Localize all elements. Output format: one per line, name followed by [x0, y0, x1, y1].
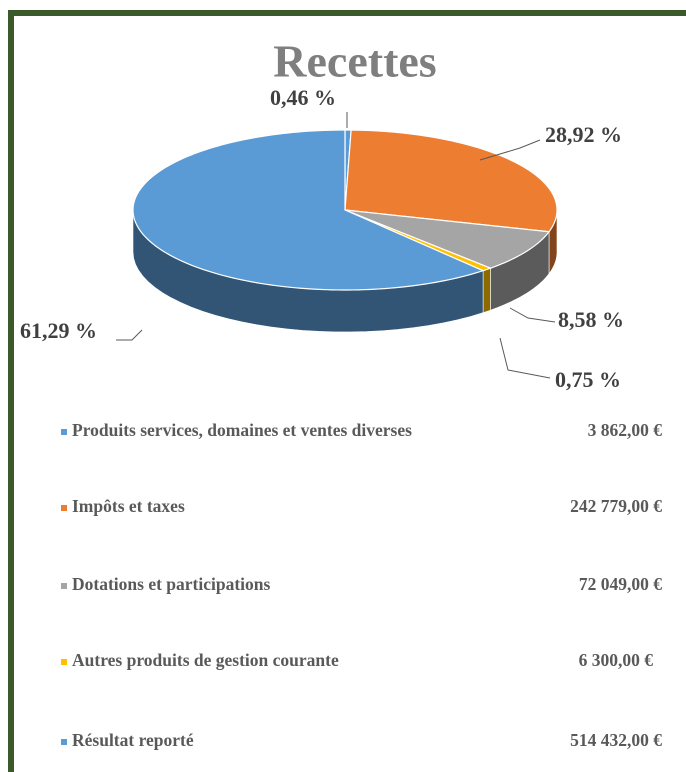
amount: 72 049,00 €: [579, 574, 662, 594]
legend-marker: [61, 583, 67, 589]
amount: 3 862,00 €: [588, 420, 663, 440]
legend-marker: [61, 659, 67, 665]
leader-line: [499, 337, 551, 379]
leader-line: [509, 307, 556, 323]
amount: 6 300,00 €: [579, 650, 654, 670]
legend-marker: [61, 739, 67, 745]
pie-slice: [344, 209, 551, 269]
legend-label: Produits services, domaines et ventes di…: [72, 420, 412, 440]
data-label: 0,75 %: [555, 367, 621, 392]
amount: 514 432,00 €: [570, 730, 662, 750]
pie-slice: [132, 129, 485, 291]
leader-line: [479, 139, 541, 161]
pie-side: [482, 267, 491, 314]
chart-title: Recettes: [273, 36, 436, 87]
legend-label: Dotations et participations: [72, 574, 271, 594]
data-label: 8,58 %: [558, 307, 624, 332]
legend-label: Résultat reporté: [72, 730, 194, 750]
leader-line: [116, 329, 143, 341]
amount: 242 779,00 €: [570, 496, 662, 516]
legend-label: Autres produits de gestion courante: [72, 650, 339, 670]
pie-slice: [344, 129, 558, 233]
data-label: 61,29 %: [20, 318, 97, 343]
data-label: 28,92 %: [545, 122, 622, 147]
data-label: 0,46 %: [270, 85, 336, 110]
legend-marker: [61, 505, 67, 511]
legend-label: Impôts et taxes: [72, 496, 185, 516]
legend-marker: [61, 429, 67, 435]
